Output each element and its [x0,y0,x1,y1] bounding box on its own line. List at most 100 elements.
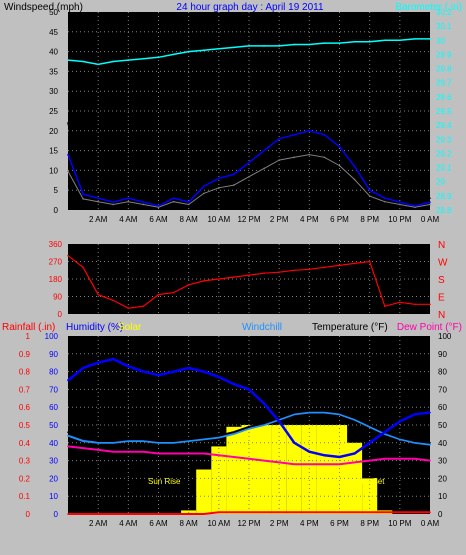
y-tick-label: 360 [49,240,63,249]
humidity-line-point [353,452,356,455]
wind-low-line-point [383,200,386,203]
wind-low-line-point [142,203,145,206]
y-tick-label: 30 [49,87,58,96]
wind-low-line-point [293,156,296,159]
wind-low-line-point [157,206,160,209]
rainfall-line-point [263,511,265,514]
windspeed-line-point [338,145,341,148]
barometer-line-point [429,38,431,40]
gust-line-point [338,114,341,116]
gust-line-point [278,102,280,104]
rainfall-line-point [112,513,115,515]
humidity-line-point [399,420,401,423]
x-tick-label: 6 AM [149,215,168,224]
rainfall-line-point [368,511,371,514]
temperature-line-point [399,436,401,439]
windchill-line-point [353,418,356,421]
humidity-line-point [323,454,326,457]
humidity-line-point [67,379,69,382]
humidity-line-point [248,388,250,391]
rainfall-line-point [383,511,386,514]
wind-low-line-point [67,170,69,172]
barometer-line-point [248,45,250,47]
humidity-line-point [172,370,175,373]
temperature-line-point [97,440,99,442]
temperature-line-point [82,436,84,439]
x-tick-label: 2 AM [89,215,108,224]
y-right-tick-label: 29.8 [436,65,452,74]
direction-line-point [233,276,235,278]
wind-low-line-point [112,203,115,206]
windchill-line-point [187,440,190,442]
humidity-line-point [368,442,371,444]
wind-low-line-point [429,203,431,206]
wind-low-line-point [127,200,130,203]
wind-low-line-point [323,156,326,159]
y-right-tick-label: 29 [436,178,445,187]
rainfall-line-point [293,511,296,514]
gust-line-point [187,197,190,199]
humidity-line-point [429,411,431,414]
humidity-line-point [278,420,280,423]
barometer-line-point [187,50,190,53]
dewpoint-line-point [353,461,356,464]
solar-bar [196,469,212,514]
x-tick-label: 10 AM [207,519,230,528]
x-tick-label: 6 PM [330,519,349,528]
solar-bar [332,425,348,514]
y-right-tick-label: 30.1 [436,22,452,31]
rainfall-line-point [97,513,99,515]
time-axis: 2 AM 4 AM 6 AM 8 AM 10 AM 12 PM 2 PM 4 PM 6 PM 8 … [89,519,439,528]
windspeed-line-point [308,130,311,132]
humidity-tick-label: 60 [49,403,58,412]
temperature-line-point [112,440,115,442]
barometer-line-point [263,45,265,47]
x-tick-label: 2 AM [89,519,108,528]
y-tick-label: 40 [49,48,58,57]
dewpoint-line-point [263,459,265,462]
rain-tick-label: 0.6 [19,403,31,412]
humidity-line-point [414,413,416,416]
direction-line-point [172,291,175,294]
direction-line-point [112,299,115,302]
windchill-line-point [82,440,84,442]
temperature-line-point [429,442,431,444]
dewpoint-line-point [429,459,431,462]
humidity-line-point [187,367,190,369]
direction-line-point [399,301,401,304]
temperature-line-point [414,440,416,442]
humidity-axis: 0 10 20 30 40 50 60 70 80 90 100 [45,332,59,519]
dewpoint-line-point [233,456,235,458]
y-right-tick-label: 29.1 [436,164,452,173]
wind-low-line-point [308,153,311,156]
humidity-tick-label: 80 [49,368,58,377]
temperature-line-point [202,436,205,439]
dewpoint-line-point [67,445,69,448]
windchill-line-point [323,411,326,414]
grid [68,244,430,314]
rainfall-line-point [278,511,280,514]
solar-bar [241,425,257,514]
temperature-line-point [323,409,326,412]
direction-line-point [67,254,69,257]
dewpoint-line-point [218,454,220,457]
dewpoint-line-point [97,449,99,451]
y-right-tick-label: 50 [438,421,447,430]
gust-line-point [399,197,401,199]
gust-line-point [82,185,84,188]
humidity-line-point [97,361,99,364]
rainfall-line-point [399,511,401,514]
humidity-line-point [293,442,296,444]
windchill-line-point [112,442,115,444]
rainfall-line-point [414,511,416,514]
windspeed-line-point [248,161,250,164]
wind-low-line-point [353,178,356,181]
rainfall-line-point [157,513,160,515]
barometer-line-point [383,39,386,42]
windspeed-line-point [112,201,115,203]
windchill-line-point [67,434,69,437]
direction-line-point [248,274,250,276]
y-right-tick-label: 29.9 [436,50,452,59]
